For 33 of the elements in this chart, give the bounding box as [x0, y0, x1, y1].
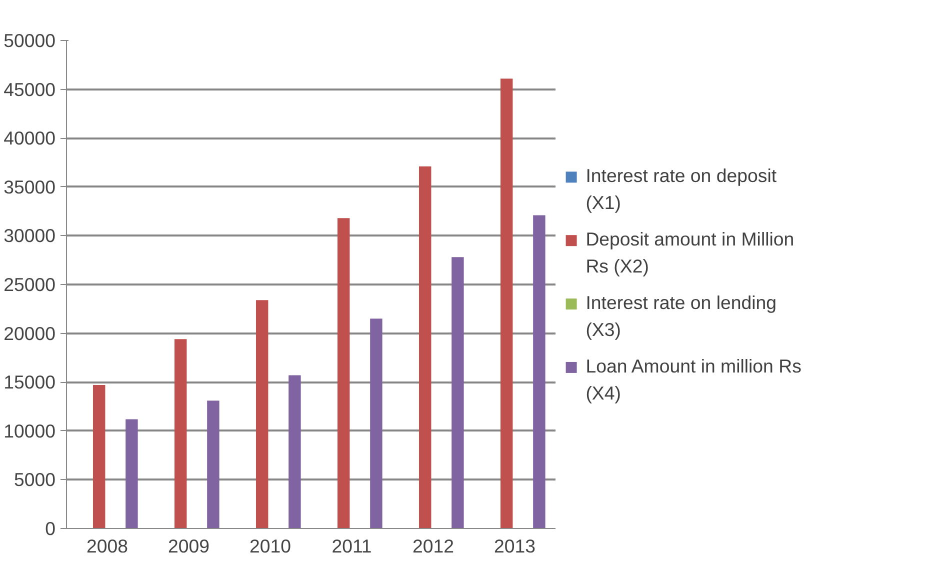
bar [256, 300, 268, 528]
y-tick-label: 20000 [4, 322, 56, 344]
y-tick-label: 50000 [4, 30, 56, 51]
x-tick-label: 2010 [250, 536, 292, 556]
y-tick-label: 30000 [4, 225, 56, 246]
bar [126, 419, 138, 528]
x-tick-label: 2009 [168, 536, 210, 556]
y-tick-label: 45000 [4, 78, 56, 100]
bar [207, 400, 220, 528]
x-tick-label: 2012 [412, 536, 454, 556]
legend-label: Interest rate on lending (X3) [586, 292, 777, 340]
legend-label: Deposit amount in Million Rs (X2) [586, 228, 794, 277]
legend-label: Interest rate on deposit (X1) [586, 164, 778, 214]
bar [370, 318, 382, 528]
x-tick-label: 2008 [86, 536, 128, 556]
y-tick-label: 5000 [14, 469, 56, 490]
y-tick-label: 35000 [4, 176, 56, 198]
x-tick-label: 2013 [494, 536, 536, 556]
legend-label: Loan Amount in million Rs (X4) [586, 355, 802, 404]
y-tick-label: 25000 [4, 274, 56, 295]
bar [418, 166, 432, 528]
bar [92, 385, 106, 528]
x-tick-label: 2011 [332, 536, 372, 556]
bar [500, 78, 513, 528]
bar [288, 375, 301, 528]
bar [174, 339, 187, 528]
y-tick-label: 40000 [4, 128, 56, 149]
bar [452, 257, 464, 528]
y-tick-label: 10000 [4, 420, 56, 442]
y-tick-label: 15000 [4, 372, 56, 393]
bar [337, 218, 350, 528]
y-tick-label: 0 [45, 518, 56, 539]
bar [533, 215, 546, 528]
